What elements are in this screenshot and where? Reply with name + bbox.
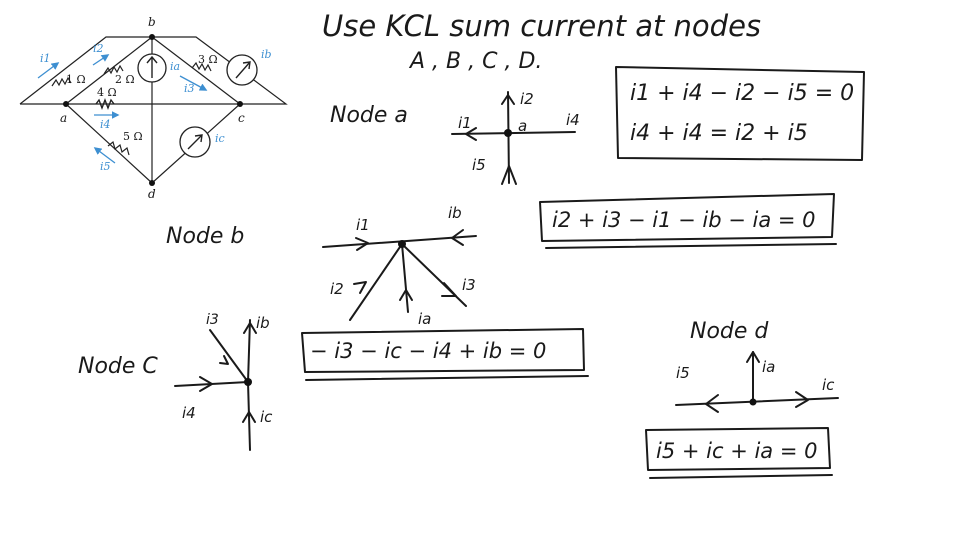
node-b-dot	[149, 34, 155, 40]
resistor-label-2ohm: 2 Ω	[115, 73, 135, 86]
node-d-equation: i5 + ic + ia = 0	[656, 439, 817, 463]
node-d-section: Node d i5 ia ic i5 + ic + ia = 0	[645, 319, 839, 479]
heading-line-2: A , B , C , D.	[408, 49, 542, 74]
node-d-branch-ia: ia	[762, 358, 775, 376]
current-label-i2: i2	[93, 42, 104, 55]
node-d-dot	[149, 180, 155, 186]
node-c-section: Node C i3 ib i4 ic − i3 − ic − i4 + ib =…	[78, 312, 589, 451]
current-label-ib: ib	[261, 48, 272, 61]
node-a-branch-i5: i5	[472, 156, 486, 174]
node-c-equation: − i3 − ic − i4 + ib = 0	[310, 339, 546, 363]
current-label-i1: i1	[40, 52, 51, 65]
current-source-ic	[179, 126, 211, 158]
node-d-title: Node d	[690, 319, 769, 344]
resistor-3ohm	[191, 61, 212, 72]
node-b-section: Node b i1 ib i2 i3 ia i2 + i3 − i1 − ib …	[166, 193, 837, 328]
current-label-ic: ic	[215, 132, 225, 145]
node-b-branch-i3: i3	[462, 276, 476, 294]
resistor-1ohm	[51, 76, 72, 87]
node-label-b: b	[148, 15, 156, 29]
node-a-center: a	[518, 117, 527, 135]
node-a-branch-i1: i1	[458, 114, 472, 132]
resistor-label-3ohm: 3 Ω	[198, 53, 218, 66]
node-label-c: c	[238, 111, 245, 125]
node-a-branch-i2: i2	[520, 90, 534, 108]
node-c-branch-i3: i3	[206, 312, 219, 328]
node-a-branch-i4: i4	[566, 111, 580, 129]
resistor-label-5ohm: 5 Ω	[123, 130, 143, 143]
resistor-label-1ohm: 1 Ω	[66, 73, 86, 86]
node-a-dot	[63, 101, 69, 107]
resistor-5ohm	[107, 140, 130, 156]
node-c-branch-ic: ic	[260, 408, 273, 426]
node-d-branch-ic: ic	[822, 376, 835, 394]
node-b-branch-i2: i2	[330, 280, 344, 298]
node-a-equation-1: i1 + i4 − i2 − i5 = 0	[630, 81, 854, 106]
current-source-ia	[137, 53, 167, 83]
node-d-branch-i5: i5	[676, 364, 690, 382]
current-label-ia: ia	[170, 60, 180, 73]
node-a-section: Node a i2 i4 i1 i5 a i1 + i4 − i2 − i5 =…	[330, 66, 865, 185]
resistor-2ohm	[103, 64, 124, 75]
node-label-a: a	[60, 111, 67, 125]
resistor-4ohm	[95, 98, 115, 110]
node-c-branch-i4: i4	[182, 404, 196, 422]
node-label-d: d	[148, 187, 156, 201]
heading-line-1: Use KCL sum current at nodes	[322, 9, 761, 43]
node-c-title: Node C	[78, 354, 158, 379]
node-a-equation-2: i4 + i4 = i2 + i5	[630, 121, 808, 146]
node-b-branch-i1: i1	[356, 216, 370, 234]
node-c-branch-ib: ib	[256, 314, 270, 332]
node-b-branch-ib: ib	[448, 204, 462, 222]
node-c-dot	[237, 101, 243, 107]
current-label-i3: i3	[184, 82, 195, 95]
node-b-title: Node b	[166, 224, 244, 249]
resistor-label-4ohm: 4 Ω	[97, 86, 117, 99]
current-source-ib	[226, 54, 258, 86]
circuit-diagram: b a c d 1 Ω 2 Ω 3 Ω 4 Ω 5 Ω i1 i2 i3 i4 …	[19, 15, 288, 201]
node-b-equation: i2 + i3 − i1 − ib − ia = 0	[552, 208, 816, 232]
node-b-branch-ia: ia	[418, 310, 431, 328]
current-label-i5: i5	[100, 160, 111, 173]
current-label-i4: i4	[100, 118, 111, 131]
node-a-title: Node a	[330, 103, 408, 128]
